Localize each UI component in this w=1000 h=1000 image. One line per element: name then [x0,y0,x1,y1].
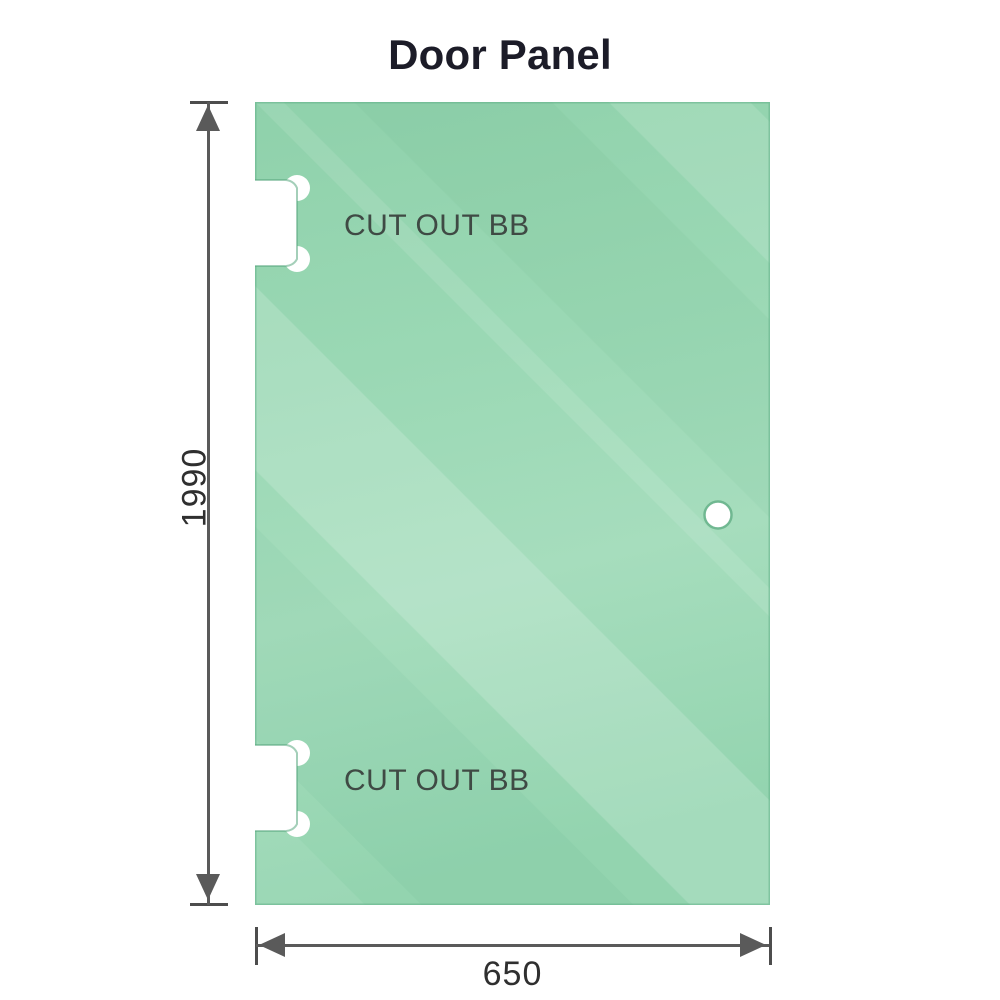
width-dimension-value: 650 [482,955,543,993]
door-panel[interactable] [255,102,770,905]
arrow-right-icon [740,933,766,957]
page-title: Door Panel [388,31,612,78]
dimension-line-vertical [207,102,210,905]
arrow-left-icon [259,933,285,957]
arrow-down-icon [196,874,220,900]
dimension-line-horizontal [256,944,769,947]
cutout-label-top: CUT OUT BB [344,209,530,242]
cutout-label-bottom: CUT OUT BB [344,764,530,797]
height-dimension-value: 1990 [175,447,214,528]
dimension-cap-right [769,927,772,965]
handle-hole-icon [703,500,733,530]
glass-panel-graphic [255,102,770,905]
arrow-up-icon [196,105,220,131]
cutout-outlines [255,178,298,833]
glass-body [255,102,770,905]
